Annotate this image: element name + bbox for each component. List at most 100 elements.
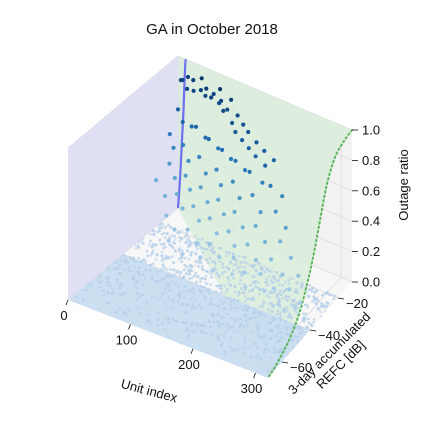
floor-point — [167, 320, 171, 324]
scatter-point — [211, 268, 216, 273]
floor-point — [220, 271, 224, 275]
floor-point — [222, 307, 226, 311]
z-tick-label: 0.8 — [362, 153, 380, 168]
floor-point — [211, 246, 215, 250]
floor-point — [170, 299, 174, 303]
floor-point — [102, 293, 106, 297]
floor-point — [275, 279, 279, 283]
floor-point — [175, 319, 179, 323]
floor-point — [286, 298, 289, 302]
floor-point — [130, 278, 134, 281]
floor-point — [223, 349, 227, 353]
floor-point — [178, 295, 182, 299]
floor-point — [150, 251, 154, 255]
floor-point — [237, 290, 241, 294]
floor-point — [312, 295, 316, 299]
floor-point — [113, 267, 116, 271]
floor-point — [260, 312, 264, 315]
scatter-point — [217, 254, 222, 260]
floor-point — [140, 293, 144, 297]
floor-point — [118, 307, 122, 311]
floor-point — [134, 246, 138, 250]
x-tick-label: 300 — [241, 381, 263, 396]
floor-point — [174, 269, 178, 273]
floor-point — [170, 255, 174, 259]
floor-point — [232, 276, 235, 280]
floor-point — [165, 318, 169, 322]
floor-point — [163, 236, 167, 239]
floor-point — [160, 278, 164, 282]
scatter-point — [226, 229, 231, 234]
floor-point — [258, 305, 262, 308]
floor-point — [155, 253, 159, 257]
floor-point — [277, 297, 281, 301]
floor-point — [234, 329, 238, 333]
floor-point — [151, 274, 154, 277]
floor-point — [251, 288, 255, 291]
floor-point — [274, 326, 278, 329]
scatter-point — [273, 209, 278, 214]
floor-point — [169, 225, 173, 229]
floor-point — [136, 280, 140, 284]
floor-point — [268, 356, 272, 360]
floor-point — [200, 306, 204, 310]
floor-point — [302, 320, 306, 323]
floor-point — [122, 253, 126, 257]
scatter-point — [240, 225, 245, 230]
floor-point — [278, 275, 282, 279]
floor-point — [226, 267, 230, 270]
floor-point — [208, 291, 211, 295]
y-tick-mark — [281, 361, 289, 364]
floor-point — [279, 293, 283, 296]
floor-point — [320, 305, 324, 309]
floor-point — [239, 316, 242, 320]
floor-point — [154, 243, 158, 246]
floor-point — [210, 332, 214, 336]
floor-point — [271, 329, 274, 333]
scatter-point — [185, 227, 190, 232]
floor-point — [167, 223, 170, 227]
floor-point — [137, 266, 141, 270]
floor-point — [111, 292, 114, 295]
floor-point — [185, 310, 189, 314]
floor-point — [233, 349, 237, 353]
scatter-point — [203, 93, 208, 98]
floor-point — [139, 260, 143, 264]
floor-point — [205, 270, 208, 273]
floor-point — [160, 267, 164, 271]
floor-point — [184, 241, 188, 245]
floor-point — [214, 290, 218, 293]
scatter-point — [228, 156, 234, 162]
floor-point — [89, 283, 93, 287]
scatter-point — [196, 218, 202, 223]
scatter-point — [262, 239, 268, 244]
x-tick-mark — [65, 299, 69, 306]
floor-point — [199, 246, 203, 249]
floor-point — [229, 307, 233, 311]
scatter-point — [253, 257, 258, 262]
floor-point — [269, 301, 273, 305]
floor-point — [220, 284, 223, 287]
floor-point — [273, 351, 276, 354]
floor-point — [285, 328, 289, 331]
x-axis-label: Unit index — [119, 376, 179, 406]
floor-point — [178, 236, 182, 240]
floor-point — [284, 320, 288, 323]
floor-point — [248, 289, 252, 293]
floor-point — [279, 288, 282, 292]
floor-point — [201, 251, 205, 255]
floor-point — [141, 283, 145, 287]
floor-point — [141, 241, 145, 245]
floor-point — [202, 268, 205, 272]
floor-point — [225, 254, 229, 258]
floor-point — [141, 273, 145, 276]
floor-point — [246, 271, 250, 275]
floor-point — [180, 260, 184, 263]
floor-point — [137, 273, 141, 277]
y-tick-label: −40 — [318, 328, 340, 343]
floor-point — [136, 243, 140, 247]
floor-point — [194, 234, 197, 238]
floor-point — [186, 249, 189, 253]
floor-point — [179, 270, 183, 274]
floor-point — [291, 339, 294, 342]
